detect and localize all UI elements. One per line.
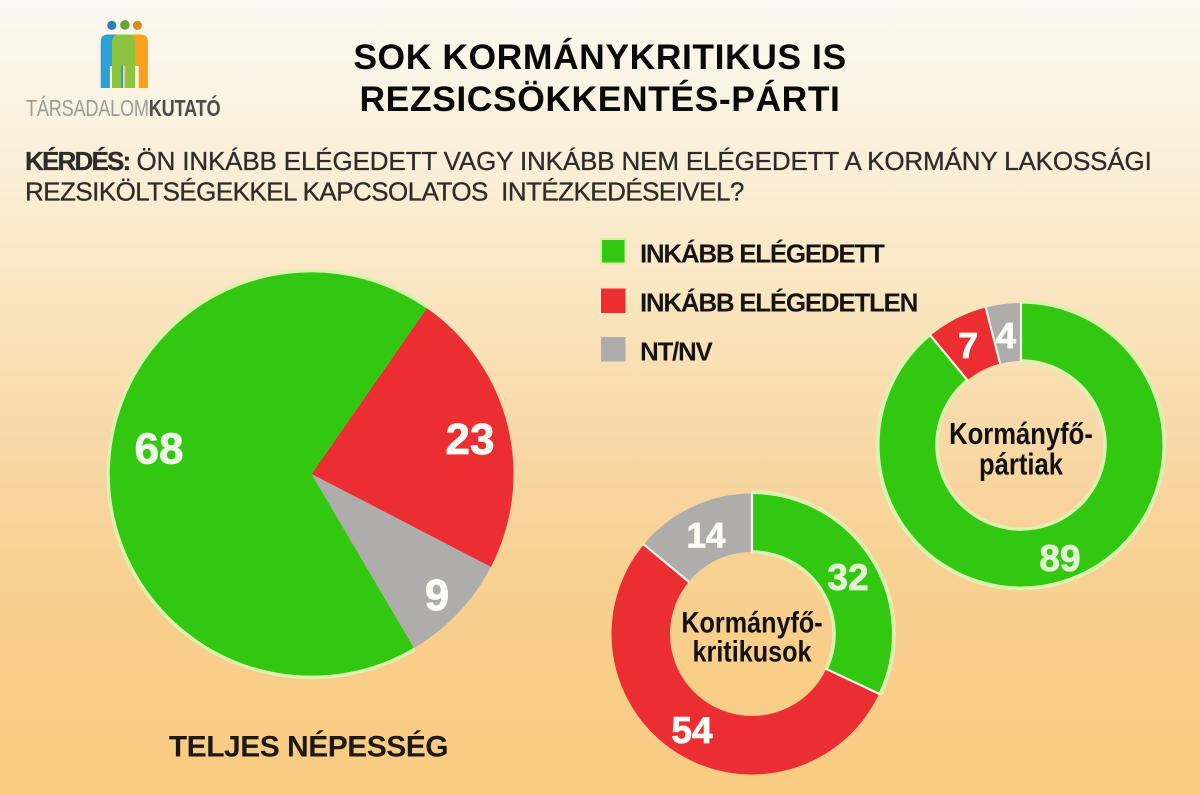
svg-text:14: 14	[687, 517, 726, 556]
svg-text:9: 9	[425, 571, 449, 620]
svg-text:TÁRSADALOMKUTATÓ: TÁRSADALOMKUTATÓ	[26, 95, 220, 122]
svg-text:68: 68	[135, 425, 184, 474]
svg-text:KÉRDÉS: ÖN INKÁBB ELÉGEDETT VA: KÉRDÉS: ÖN INKÁBB ELÉGEDETT VAGY INKÁBB …	[25, 146, 1152, 176]
svg-text:REZSIKÖLTSÉGEKKEL KAPCSOLATOS: REZSIKÖLTSÉGEKKEL KAPCSOLATOS INTÉZKEDÉS…	[25, 177, 744, 207]
svg-text:kritikusok: kritikusok	[693, 634, 813, 668]
svg-text:pártiak: pártiak	[979, 447, 1063, 481]
svg-text:Kormányfő-: Kormányfő-	[949, 417, 1093, 451]
svg-text:INKÁBB ELÉGEDETT: INKÁBB ELÉGEDETT	[640, 238, 885, 268]
svg-text:32: 32	[827, 557, 868, 598]
svg-text:REZSICSÖKKENTÉS-PÁRTI: REZSICSÖKKENTÉS-PÁRTI	[360, 79, 841, 119]
svg-text:7: 7	[958, 325, 978, 366]
svg-text:SOK KORMÁNYKRITIKUS IS: SOK KORMÁNYKRITIKUS IS	[353, 37, 846, 77]
svg-text:INKÁBB ELÉGEDETLEN: INKÁBB ELÉGEDETLEN	[640, 288, 918, 318]
svg-text:54: 54	[671, 710, 713, 751]
svg-text:4: 4	[996, 315, 1016, 356]
svg-text:89: 89	[1039, 538, 1080, 579]
svg-text:Kormányfő-: Kormányfő-	[681, 605, 822, 639]
svg-text:NT/NV: NT/NV	[640, 337, 713, 367]
svg-text:TELJES NÉPESSÉG: TELJES NÉPESSÉG	[169, 730, 448, 764]
svg-text:23: 23	[446, 415, 495, 464]
